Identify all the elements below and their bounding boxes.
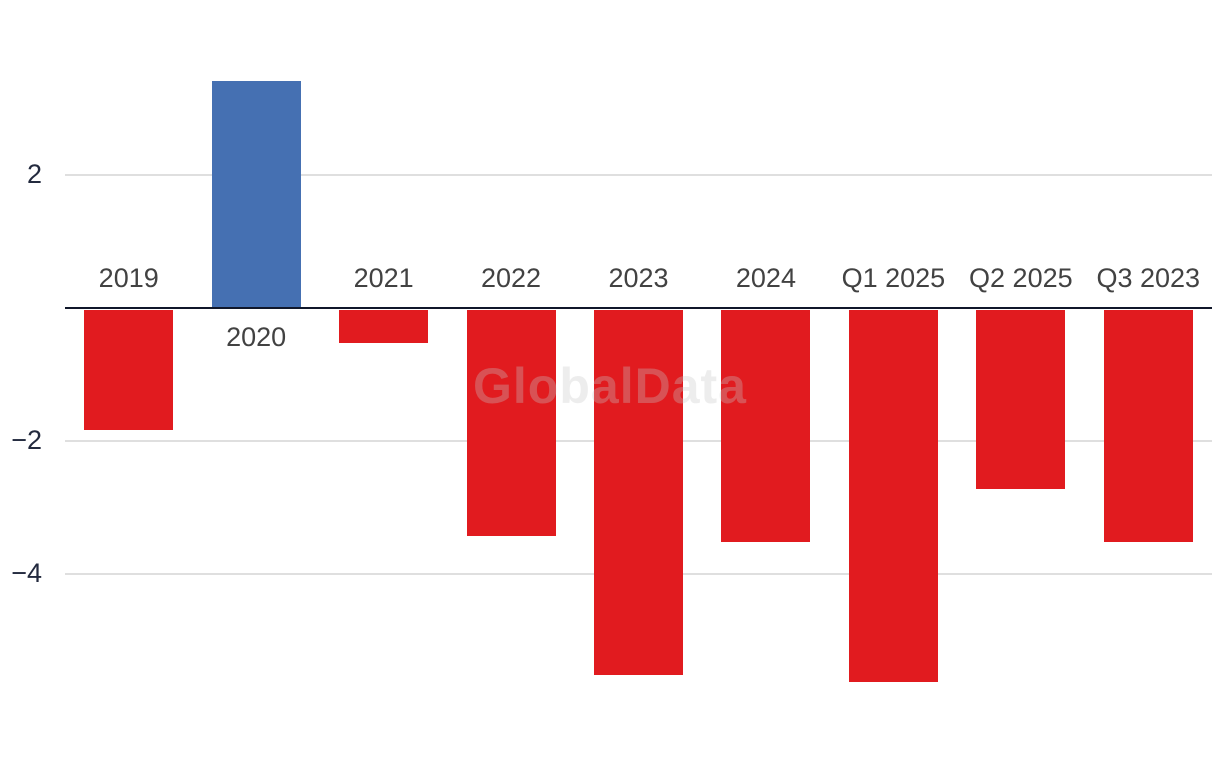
- category-label-2020: 2020: [226, 322, 287, 352]
- category-label-2019: 2019: [98, 263, 159, 293]
- bar-2021[interactable]: [339, 310, 429, 344]
- category-label-2023: 2023: [608, 263, 669, 293]
- bar-2020[interactable]: [211, 81, 301, 307]
- category-label-2021: 2021: [353, 263, 414, 293]
- bar-q2-2025[interactable]: [976, 310, 1066, 490]
- category-label-q1-2025: Q1 2025: [841, 263, 946, 293]
- bar-q1-2025[interactable]: [848, 310, 938, 682]
- y-tick-label-2: 2: [26, 159, 42, 190]
- bar-2023[interactable]: [594, 310, 683, 676]
- gridline-2: [65, 174, 1212, 177]
- bar-q3-2023[interactable]: [1103, 310, 1193, 543]
- zero-axis-line: [65, 307, 1212, 309]
- y-tick-label--4: −4: [11, 557, 42, 588]
- category-label-2022: 2022: [481, 263, 542, 293]
- category-label-q2-2025: Q2 2025: [969, 263, 1073, 293]
- bar-2024[interactable]: [721, 310, 811, 543]
- category-label-2024: 2024: [735, 263, 796, 293]
- y-tick-label--2: −2: [11, 424, 42, 455]
- bar-2022[interactable]: [466, 310, 556, 536]
- bar-2019[interactable]: [84, 310, 174, 430]
- category-label-q3-2023: Q3 2023: [1096, 263, 1201, 293]
